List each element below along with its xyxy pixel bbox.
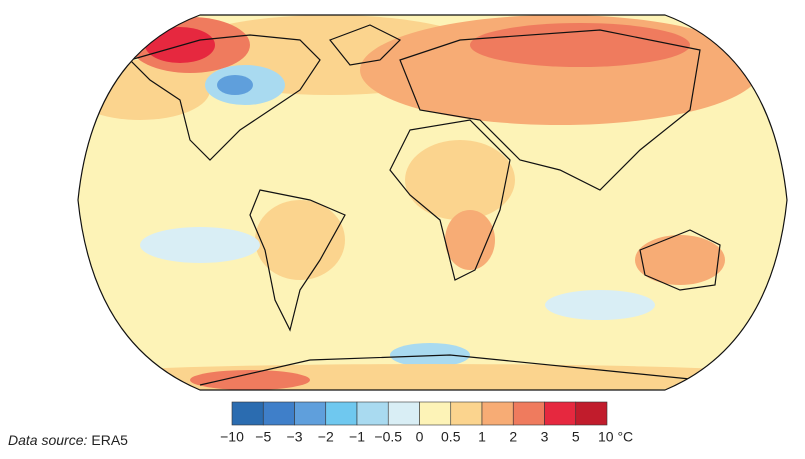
colorbar-label: 3 — [541, 429, 549, 445]
color-bin — [544, 401, 577, 426]
source-note: Data source: ERA5 — [8, 432, 128, 448]
coastline — [399, 29, 701, 191]
anomaly-area — [445, 210, 495, 270]
colorbar-label: 0.5 — [441, 429, 461, 445]
colorbar-label: −2 — [318, 429, 334, 445]
anomaly-area — [255, 200, 345, 280]
color-bin — [481, 401, 514, 426]
source-label: Data source: — [8, 432, 87, 448]
coastline — [389, 119, 511, 281]
anomaly-area — [190, 370, 310, 390]
colorbar-label: −0.5 — [374, 429, 402, 445]
anomaly-area — [470, 23, 690, 67]
colorbar-label: −10 — [220, 429, 244, 445]
color-bin — [512, 401, 545, 426]
colorbar-label: 1 — [478, 429, 486, 445]
coastline — [199, 354, 701, 386]
colorbar-label: −1 — [349, 429, 365, 445]
anomaly-area — [545, 290, 655, 320]
color-bin — [356, 401, 389, 426]
color-bin — [575, 401, 608, 426]
source-value: ERA5 — [91, 432, 128, 448]
color-bin — [325, 401, 358, 426]
coastline — [639, 229, 721, 291]
colorbar-label: −5 — [255, 429, 271, 445]
anomaly-area — [217, 75, 253, 95]
color-bin — [231, 401, 264, 426]
colorbar: −10 −5 −3 −2 −1 −0.5 0 0.5 1 2 3 5 10 °C — [220, 401, 633, 445]
anomaly-area — [145, 27, 215, 63]
map-border — [77, 14, 788, 391]
colorbar-label: 0 — [416, 429, 424, 445]
colorbar-label: 5 — [572, 429, 580, 445]
anomaly-area — [405, 140, 515, 220]
anomaly-area — [390, 343, 470, 367]
anomaly-area — [140, 227, 260, 263]
color-bin — [450, 401, 483, 426]
color-bin — [387, 401, 420, 426]
colorbar-label: −3 — [287, 429, 303, 445]
coastline — [329, 24, 402, 66]
color-bin — [262, 401, 295, 426]
anomaly-area — [78, 364, 787, 390]
anomaly-area — [635, 235, 725, 285]
coastline — [128, 34, 321, 161]
color-bin — [294, 401, 327, 426]
map — [78, 15, 787, 390]
coastline — [249, 189, 346, 332]
color-bin — [419, 401, 452, 426]
colorbar-label: 10 °C — [598, 429, 633, 445]
colorbar-label: 2 — [509, 429, 517, 445]
